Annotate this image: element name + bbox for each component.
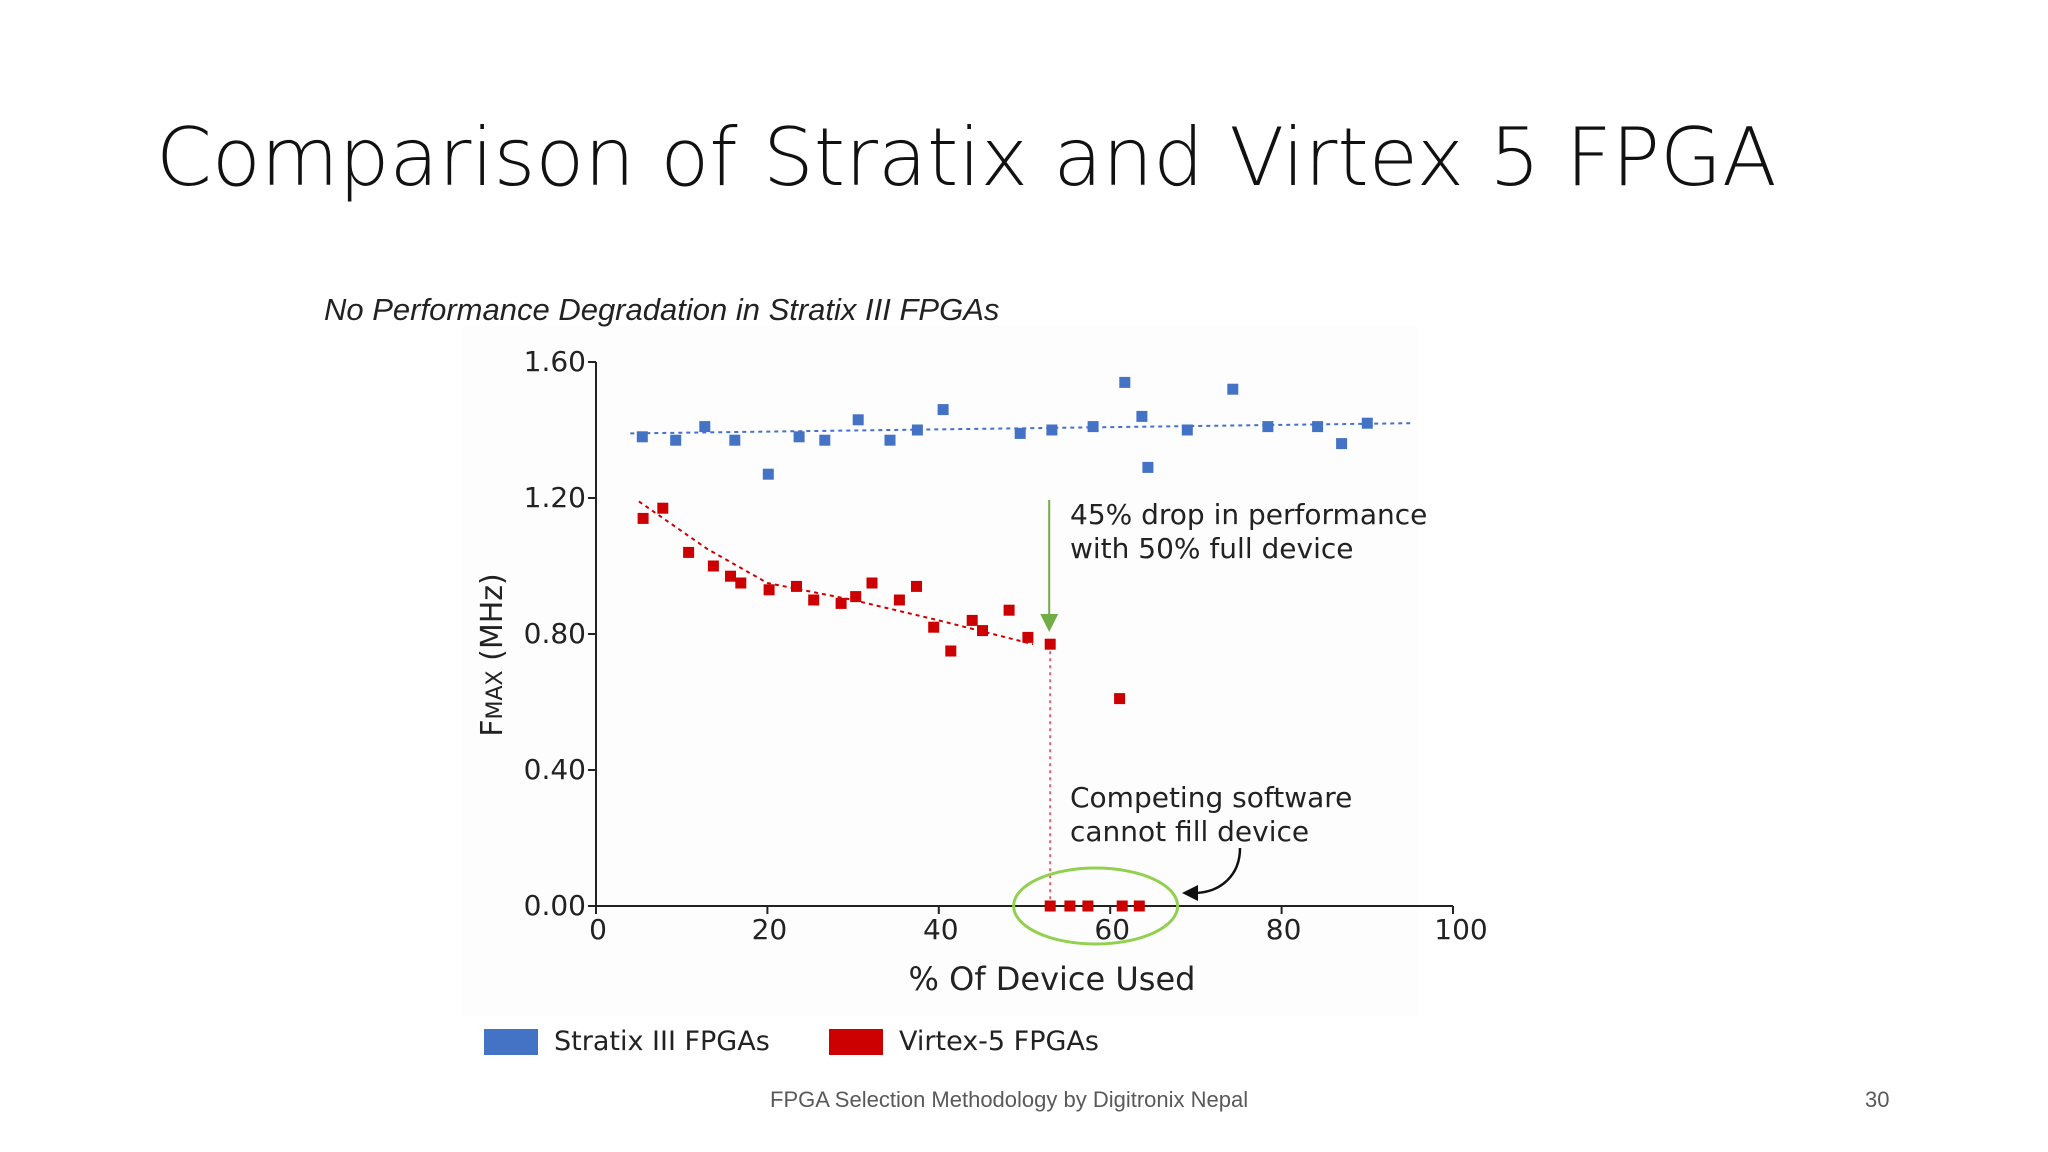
virtex-data-point — [893, 594, 905, 606]
drop-annotation-line2: with 50% full device — [1070, 532, 1353, 565]
legend-label-virtex: Virtex-5 FPGAs — [899, 1026, 1099, 1057]
y-axis-label-sub: MAX — [483, 670, 508, 719]
x-tick-label: 60 — [1094, 913, 1130, 946]
virtex-data-point — [866, 577, 878, 589]
virtex-data-point — [1044, 900, 1056, 912]
y-tick-label: 0.00 — [524, 889, 586, 922]
virtex-data-point — [808, 594, 820, 606]
virtex-data-point — [657, 502, 669, 514]
stratix-data-point — [636, 431, 648, 443]
fill-callout-arrow — [1195, 847, 1242, 895]
stratix-data-point — [762, 468, 774, 480]
y-axis-label-main: F — [475, 719, 510, 736]
virtex-data-point — [945, 645, 957, 657]
y-tick-label: 0.40 — [524, 753, 586, 786]
virtex-data-point — [1003, 604, 1015, 616]
y-tick-label: 1.60 — [524, 345, 586, 378]
virtex-data-point — [1064, 900, 1076, 912]
stratix-data-point — [793, 431, 805, 443]
chart-panel — [462, 326, 1418, 1016]
virtex-trend-line — [638, 500, 1034, 646]
trend-lines — [630, 422, 1411, 646]
virtex-data-point — [637, 512, 649, 524]
stratix-data-point — [1046, 424, 1058, 436]
stratix-data-point — [819, 434, 831, 446]
y-axis-label-unit: (MHz) — [475, 573, 510, 670]
stratix-data-point — [699, 421, 711, 433]
stratix-data-point — [1312, 421, 1324, 433]
legend-item-stratix: Stratix III FPGAs — [484, 1026, 770, 1057]
legend-label-stratix: Stratix III FPGAs — [554, 1026, 770, 1057]
stratix-data-point — [670, 434, 682, 446]
drop-annotation-line1: 45% drop in performance — [1070, 498, 1427, 531]
stratix-data-point — [1119, 376, 1131, 388]
legend-item-virtex: Virtex-5 FPGAs — [829, 1026, 1099, 1057]
stratix-data-point — [1181, 424, 1193, 436]
virtex-data-point — [1116, 900, 1128, 912]
y-tick-label: 0.80 — [524, 617, 586, 650]
virtex-data-point — [966, 614, 978, 626]
fill-annotation-line1: Competing software — [1070, 781, 1352, 814]
x-tick-label: 40 — [923, 913, 959, 946]
virtex-data-point — [850, 591, 862, 603]
virtex-data-point — [791, 580, 802, 592]
virtex-data-point — [1044, 638, 1056, 650]
x-tick-label: 80 — [1266, 913, 1302, 946]
fill-callout-arrow-head — [1182, 885, 1198, 901]
stratix-data-point — [729, 434, 741, 446]
fill-annotation-line2: cannot fill device — [1070, 815, 1309, 848]
stratix-data-point — [852, 414, 864, 426]
stratix-data-point — [1087, 421, 1099, 433]
stratix-data-point — [937, 404, 949, 416]
stratix-data-point — [1336, 438, 1348, 450]
slide-title: Comparison of Stratix and Virtex 5 FPGA — [156, 111, 1777, 204]
virtex-data-point — [725, 570, 736, 582]
x-axis-label: % Of Device Used — [909, 960, 1196, 998]
y-tick-label: 1.20 — [524, 481, 586, 514]
virtex-data-point — [911, 580, 922, 592]
virtex-data-point — [763, 584, 775, 596]
virtex-data-point — [928, 621, 940, 633]
virtex-data-point — [735, 577, 747, 589]
y-axis-label: FMAX (MHz) — [475, 573, 510, 737]
stratix-data-point — [1142, 461, 1154, 473]
legend-swatch-virtex — [829, 1028, 883, 1055]
footer-text: FPGA Selection Methodology by Digitronix… — [770, 1087, 1249, 1112]
tick-labels: 0.00 0.40 0.80 1.20 1.60 0 20 40 60 80 100 — [524, 345, 1488, 946]
virtex-data-point — [1082, 900, 1094, 912]
device-fill-circle — [1012, 866, 1180, 946]
legend-swatch-stratix — [484, 1028, 538, 1055]
virtex-data-point — [707, 560, 719, 572]
stratix-trend-line — [630, 422, 1411, 435]
x-tick-label: 100 — [1434, 913, 1487, 946]
data-points — [636, 376, 1373, 912]
virtex-data-point — [1114, 693, 1126, 705]
chart-title: No Performance Degradation in Stratix II… — [324, 292, 1000, 327]
virtex-data-point — [977, 625, 988, 637]
stratix-data-point — [884, 434, 896, 446]
x-tick-label: 20 — [752, 913, 788, 946]
stratix-data-point — [1262, 421, 1274, 433]
stratix-data-point — [911, 424, 923, 436]
stratix-data-point — [1361, 417, 1373, 429]
stratix-data-point — [1227, 383, 1239, 395]
drop-arrow-head — [1040, 614, 1059, 632]
stratix-data-point — [1136, 410, 1148, 422]
page-number: 30 — [1865, 1087, 1890, 1112]
virtex-data-point — [835, 597, 847, 609]
virtex-data-point — [1022, 631, 1034, 643]
virtex-data-point — [1133, 900, 1145, 912]
chart-annotations — [1012, 500, 1242, 946]
stratix-data-point — [1014, 427, 1026, 439]
x-tick-label: 0 — [589, 913, 607, 946]
chart-axes — [588, 361, 1454, 914]
virtex-data-point — [683, 546, 695, 558]
